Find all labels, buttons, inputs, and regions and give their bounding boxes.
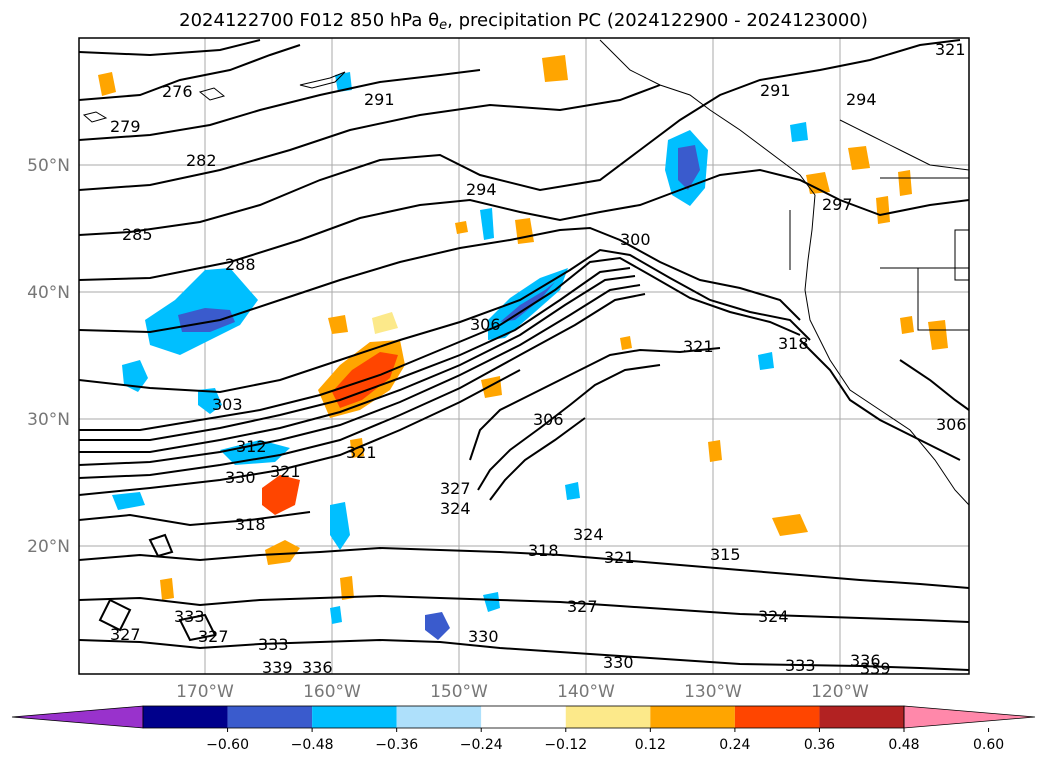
lat-label-30n: 30°N bbox=[27, 410, 70, 430]
contour-label: 297 bbox=[822, 195, 853, 214]
contour-label: 276 bbox=[162, 82, 193, 101]
colorbar-tick-label: 0.36 bbox=[804, 737, 835, 753]
contour-label: 327 bbox=[110, 625, 141, 644]
colorbar-segment bbox=[143, 706, 228, 728]
lat-label-20n: 20°N bbox=[27, 537, 70, 557]
contour-label: 333 bbox=[174, 607, 205, 626]
plot-area bbox=[79, 38, 969, 674]
contour-label: 294 bbox=[846, 90, 877, 109]
colorbar-tick-label: 0.60 bbox=[973, 737, 1004, 753]
colorbar-tick-label: −0.36 bbox=[375, 737, 418, 753]
contour-label: 330 bbox=[603, 653, 634, 672]
contour-label: 330 bbox=[225, 468, 256, 487]
precip-shading bbox=[98, 55, 948, 640]
colorbar-tick-label: −0.48 bbox=[291, 737, 334, 753]
contour-label: 327 bbox=[567, 597, 598, 616]
lon-label-120w: 120°W bbox=[811, 682, 869, 702]
lat-label-50n: 50°N bbox=[27, 156, 70, 176]
contour-label: 306 bbox=[936, 415, 967, 434]
coastline bbox=[82, 39, 969, 506]
contour-label: 318 bbox=[235, 515, 266, 534]
contour-label: 288 bbox=[225, 255, 256, 274]
contour-label: 324 bbox=[573, 525, 604, 544]
contour-label: 336 bbox=[850, 651, 881, 670]
contour-label: 327 bbox=[440, 479, 471, 498]
colorbar-extend-high bbox=[903, 705, 1036, 729]
contour-label: 279 bbox=[110, 117, 141, 136]
contour-label: 318 bbox=[528, 541, 559, 560]
colorbar-tick-label: −0.60 bbox=[206, 737, 249, 753]
lat-labels: 50°N 40°N 30°N 20°N bbox=[27, 156, 70, 557]
contour-label: 312 bbox=[236, 437, 267, 456]
lon-labels: 170°W 160°W 150°W 140°W 130°W 120°W bbox=[176, 682, 869, 702]
colorbar-tick-label: −0.12 bbox=[544, 737, 587, 753]
contour-label: 324 bbox=[440, 499, 471, 518]
lon-label-150w: 150°W bbox=[430, 682, 488, 702]
contour-label: 321 bbox=[935, 40, 966, 59]
contour-label: 282 bbox=[186, 151, 217, 170]
colorbar-segment bbox=[227, 706, 313, 728]
lon-label-160w: 160°W bbox=[303, 682, 361, 702]
contour-label: 333 bbox=[258, 635, 289, 654]
colorbar-segment bbox=[396, 706, 482, 728]
lon-label-170w: 170°W bbox=[176, 682, 234, 702]
contour-label: 339 bbox=[860, 659, 891, 678]
contour-label: 300 bbox=[620, 230, 651, 249]
colorbar-segment bbox=[312, 706, 397, 728]
contour-label: 315 bbox=[710, 545, 741, 564]
colorbar-tick-label: 0.24 bbox=[719, 737, 750, 753]
contour-label: 285 bbox=[122, 225, 153, 244]
contour-label: 333 bbox=[785, 656, 816, 675]
contour-label: 306 bbox=[533, 410, 564, 429]
contour-label: 321 bbox=[270, 462, 301, 481]
contour-label: 330 bbox=[468, 627, 499, 646]
contour-label: 321 bbox=[683, 337, 714, 356]
contour-label: 291 bbox=[760, 81, 791, 100]
contour-label: 321 bbox=[604, 548, 635, 567]
colorbar-tick-label: −0.24 bbox=[460, 737, 503, 753]
colorbar-segment bbox=[565, 706, 651, 728]
lon-label-140w: 140°W bbox=[557, 682, 615, 702]
lon-label-130w: 130°W bbox=[684, 682, 742, 702]
colorbar-segment bbox=[650, 706, 735, 728]
colorbar-segment bbox=[481, 706, 566, 728]
contour-label: 321 bbox=[346, 443, 377, 462]
colorbar-tick-label: 0.12 bbox=[635, 737, 666, 753]
contour-label: 327 bbox=[198, 627, 229, 646]
contour-label: 318 bbox=[778, 334, 809, 353]
contour-label: 339 bbox=[262, 658, 293, 677]
contour-label: 306 bbox=[470, 315, 501, 334]
colorbar-segment bbox=[819, 706, 904, 728]
colorbar-extend-low bbox=[11, 705, 144, 729]
contour-label: 324 bbox=[758, 607, 789, 626]
lat-label-40n: 40°N bbox=[27, 283, 70, 303]
contour-label: 291 bbox=[364, 90, 395, 109]
contour-label: 303 bbox=[212, 395, 243, 414]
contour-labels: 276 279 282 285 288 291 294 291 294 297 … bbox=[110, 40, 967, 678]
colorbar: −0.60 −0.48 −0.36 −0.24 −0.12 0.12 0.24 0.36 0.4… bbox=[11, 705, 1036, 753]
colorbar-outline bbox=[142, 705, 905, 729]
map-title: 2024122700 F012 850 hPa θe, precipitatio… bbox=[179, 10, 868, 33]
theta-e-contours bbox=[79, 39, 969, 671]
plot-frame bbox=[78, 37, 970, 675]
contour-label: 294 bbox=[466, 180, 497, 199]
colorbar-segment bbox=[734, 706, 820, 728]
contour-label: 336 bbox=[302, 658, 333, 677]
colorbar-tick-label: 0.48 bbox=[888, 737, 919, 753]
